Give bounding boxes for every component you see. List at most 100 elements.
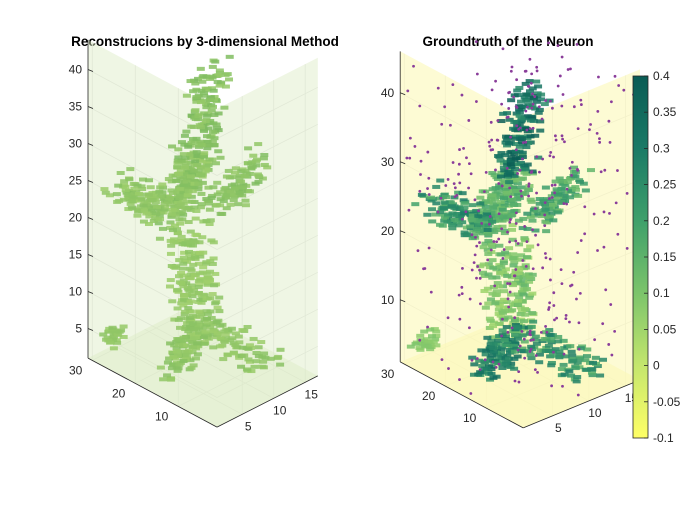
voxel	[509, 252, 518, 257]
sample-point	[516, 348, 520, 352]
sample-point	[468, 162, 471, 165]
voxel	[168, 228, 177, 233]
voxel	[528, 86, 537, 91]
sample-point	[518, 168, 522, 172]
voxel	[553, 199, 562, 204]
voxel	[591, 355, 600, 360]
voxel	[176, 221, 185, 226]
voxel	[515, 195, 524, 200]
voxel	[535, 352, 544, 357]
voxel	[526, 197, 535, 202]
voxel	[241, 198, 250, 203]
sample-point	[468, 297, 472, 301]
voxel	[202, 218, 211, 223]
chart-title: Reconstrucions by 3-dimensional Method	[71, 34, 339, 49]
voxel	[471, 230, 480, 235]
voxel	[175, 362, 184, 367]
voxel	[170, 343, 179, 348]
voxel	[216, 197, 225, 202]
voxel	[528, 291, 537, 296]
voxel	[209, 88, 218, 93]
gridline	[87, 291, 318, 361]
voxel	[501, 267, 510, 272]
sample-point	[470, 358, 474, 362]
voxel	[535, 107, 544, 112]
voxel	[471, 209, 480, 214]
voxel	[481, 204, 490, 209]
voxel	[520, 164, 529, 169]
voxel	[540, 202, 549, 207]
voxel	[506, 162, 515, 167]
voxel	[210, 283, 219, 288]
voxel	[195, 240, 204, 245]
voxel	[498, 224, 507, 229]
voxel	[144, 192, 153, 197]
voxel	[156, 365, 165, 370]
sample-point	[548, 301, 552, 305]
sample-point	[554, 138, 558, 142]
voxel	[534, 211, 543, 216]
voxel	[160, 207, 169, 212]
sample-point	[576, 127, 580, 131]
voxel	[158, 182, 167, 187]
sample-point	[509, 69, 513, 73]
voxel	[165, 284, 174, 289]
voxel	[496, 158, 505, 163]
voxel	[229, 192, 238, 197]
voxel	[576, 355, 585, 360]
sample-point	[570, 174, 573, 177]
voxel	[516, 305, 525, 310]
sample-point	[614, 201, 618, 205]
voxel	[537, 97, 546, 102]
voxel	[181, 309, 190, 314]
voxel	[214, 149, 223, 154]
voxel	[509, 263, 518, 268]
z-tick-label: 40	[381, 86, 395, 100]
voxel	[540, 337, 549, 342]
sample-point	[535, 155, 539, 159]
voxel	[194, 291, 203, 296]
sample-point	[426, 150, 430, 154]
voxel	[199, 154, 208, 159]
voxel	[462, 233, 471, 238]
voxel	[129, 195, 138, 200]
sample-point	[494, 79, 497, 83]
sample-point	[543, 224, 547, 228]
voxel	[179, 261, 188, 266]
voxel	[179, 255, 188, 260]
voxel	[227, 326, 236, 331]
sample-point	[406, 89, 410, 93]
voxel	[276, 362, 285, 367]
sample-point	[502, 248, 506, 251]
sample-point	[559, 268, 563, 272]
voxel	[545, 328, 554, 333]
voxel	[525, 295, 534, 300]
voxel	[499, 284, 508, 289]
sample-point	[475, 72, 479, 76]
voxel	[493, 361, 502, 366]
voxel	[194, 278, 203, 283]
sample-point	[419, 173, 422, 176]
voxel	[101, 190, 110, 195]
voxel	[193, 97, 202, 102]
voxel	[158, 226, 167, 231]
voxel	[508, 237, 517, 242]
voxel	[505, 141, 514, 146]
voxel	[188, 340, 197, 345]
voxel	[199, 334, 208, 339]
voxel	[127, 205, 136, 210]
chart-title: Groundtruth of the Neuron	[423, 34, 594, 49]
voxel	[489, 375, 498, 380]
voxel	[537, 92, 546, 97]
left-plot: Reconstrucions by 3-dimensional Method 5 1…	[69, 34, 339, 433]
sample-point	[465, 156, 468, 160]
sample-point	[550, 196, 554, 199]
voxel	[231, 331, 240, 336]
voxel	[483, 227, 492, 232]
voxel	[223, 352, 232, 357]
voxel	[553, 339, 562, 344]
voxel	[481, 360, 490, 365]
sample-point	[458, 378, 461, 381]
voxel	[116, 170, 125, 175]
voxel	[153, 204, 162, 209]
